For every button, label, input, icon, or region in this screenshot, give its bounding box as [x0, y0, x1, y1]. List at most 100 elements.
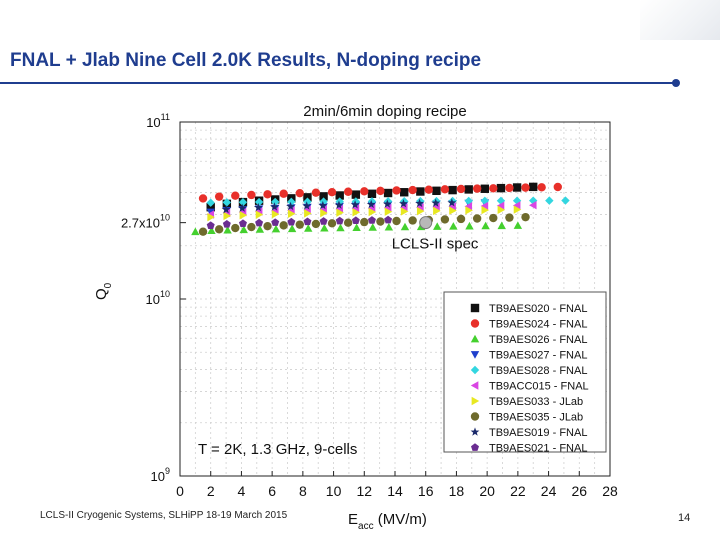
data-point	[553, 182, 562, 192]
data-point	[198, 194, 208, 203]
data-point	[481, 205, 490, 215]
y-tick-label: 1011	[146, 112, 170, 130]
legend-entry: TB9AES027 - FNAL	[470, 350, 587, 362]
y-tick-label: 109	[151, 466, 170, 484]
legend-label: TB9AES027 - FNAL	[489, 350, 587, 362]
data-point	[270, 202, 279, 211]
data-point	[367, 216, 376, 224]
data-points	[191, 182, 570, 236]
data-point	[207, 226, 216, 235]
data-point	[400, 188, 409, 197]
data-point	[408, 185, 417, 195]
data-point	[239, 210, 248, 220]
legend-entry: TB9AES020 - FNAL	[470, 303, 587, 315]
data-point	[271, 209, 280, 219]
data-point	[271, 218, 280, 226]
spec-label: LCLS-II spec	[392, 236, 479, 253]
data-point	[472, 214, 482, 223]
data-point	[214, 225, 224, 234]
data-point	[287, 209, 296, 218]
data-point	[456, 184, 466, 194]
data-point	[368, 207, 377, 217]
spec-marker-group: LCLS-II spec	[392, 216, 479, 253]
data-point	[367, 189, 377, 198]
legend-marker	[470, 412, 480, 421]
legend-box	[443, 291, 607, 453]
data-point	[238, 219, 247, 227]
data-point	[351, 190, 361, 199]
data-point	[360, 217, 369, 227]
data-point	[400, 207, 409, 216]
data-point	[222, 198, 232, 207]
data-point	[465, 221, 474, 230]
data-point	[448, 185, 457, 195]
x-tick-label: 24	[541, 483, 557, 499]
data-point	[343, 218, 353, 227]
data-point	[440, 215, 450, 224]
data-point	[424, 185, 433, 194]
data-point	[221, 204, 231, 214]
legend-label: TB9AES019 - FNAL	[489, 427, 587, 439]
data-point	[433, 222, 442, 230]
legend-entry: TB9AES028 - FNAL	[470, 365, 587, 377]
data-point	[456, 214, 466, 224]
data-point	[238, 197, 248, 207]
legend-label: TB9ACC015 - FNAL	[489, 381, 589, 393]
data-point	[279, 189, 288, 198]
legend-label: TB9AES035 - JLab	[489, 412, 583, 424]
series-tb9aes019-fnal	[221, 198, 457, 214]
legend-label: TB9AES020 - FNAL	[489, 303, 587, 315]
legend-marker	[470, 319, 480, 328]
data-point	[335, 216, 344, 225]
data-point	[351, 216, 360, 225]
data-point	[279, 221, 288, 230]
data-point	[489, 213, 498, 223]
data-point	[433, 206, 441, 216]
data-point	[416, 206, 425, 216]
x-tick-label: 6	[268, 483, 276, 499]
x-tick-label: 18	[449, 483, 465, 499]
data-point	[464, 202, 473, 211]
legend-label: TB9AES021 - FNAL	[489, 443, 587, 455]
data-point	[431, 198, 441, 207]
data-point	[206, 221, 215, 229]
data-point	[303, 197, 312, 206]
data-point	[416, 203, 424, 212]
data-point	[440, 185, 450, 194]
data-point	[376, 217, 385, 226]
y-tick-label: 2.7x1010	[121, 213, 170, 231]
data-point	[416, 187, 425, 196]
data-point	[231, 191, 240, 200]
data-point	[255, 218, 264, 227]
data-point	[432, 186, 441, 195]
data-point	[271, 197, 280, 207]
data-point	[383, 188, 393, 198]
data-point	[336, 208, 344, 217]
data-point	[384, 215, 393, 224]
legend-entry: TB9AES035 - JLab	[470, 412, 583, 424]
data-point	[311, 219, 321, 229]
data-point	[255, 225, 265, 233]
data-point	[368, 223, 377, 231]
data-point	[206, 198, 215, 207]
data-point	[352, 223, 361, 232]
data-point	[253, 202, 263, 212]
data-point	[392, 216, 401, 226]
data-point	[198, 227, 208, 236]
data-point	[496, 183, 506, 193]
data-point	[384, 222, 394, 231]
x-tick-label: 14	[387, 483, 403, 499]
data-point	[287, 217, 296, 226]
data-point	[263, 190, 272, 199]
data-point	[343, 187, 353, 196]
legend-entry: TB9AES021 - FNAL	[471, 443, 587, 455]
data-point	[480, 201, 489, 211]
data-point	[214, 192, 224, 201]
data-point	[286, 201, 295, 211]
data-point	[352, 208, 361, 217]
data-point	[384, 207, 393, 216]
chart-title: 2min/6min doping recipe	[303, 103, 466, 120]
legend-label: TB9AES026 - FNAL	[489, 334, 587, 346]
corner-decoration	[640, 0, 720, 40]
data-point	[400, 203, 408, 212]
